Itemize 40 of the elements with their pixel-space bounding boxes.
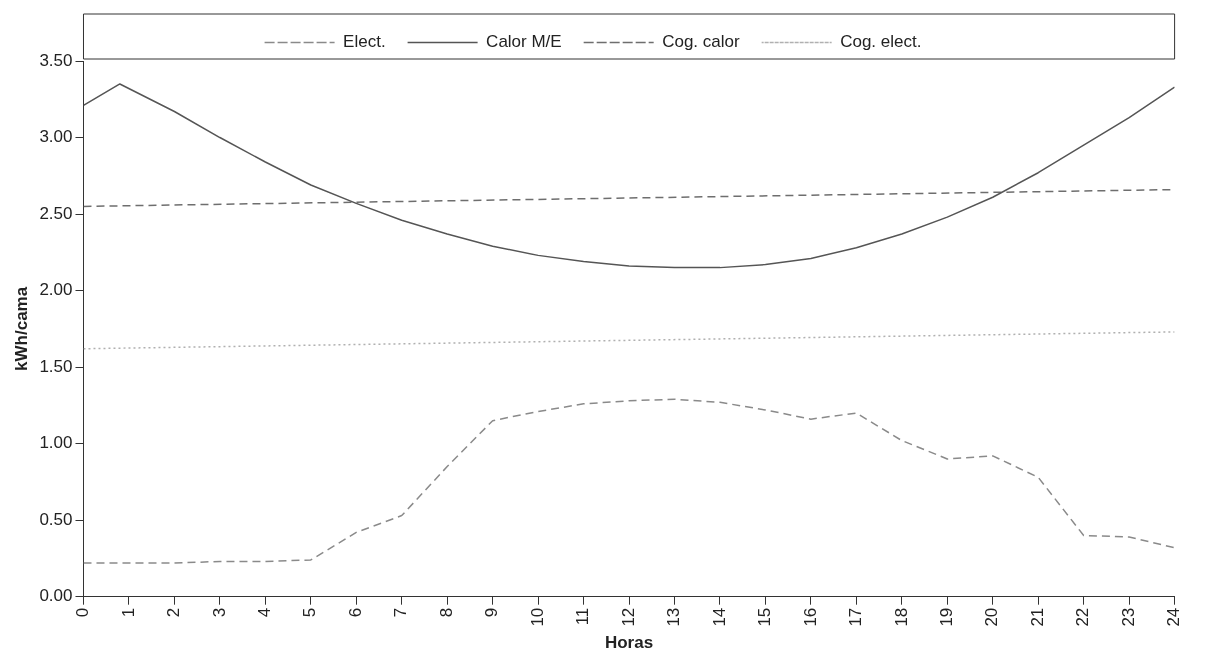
x-tick-label: 16 [800,607,820,627]
x-tick-label: 14 [709,607,729,627]
legend-label: Calor M/E [486,32,562,52]
x-tick-label: 1 [118,607,138,618]
x-tick-label: 18 [891,607,911,627]
x-tick-label: 3 [209,607,229,618]
y-tick-label: 1.50 [39,356,73,376]
x-tick-label: 12 [618,607,638,627]
y-tick-label: 2.00 [39,280,73,300]
y-tick-label: 3.50 [39,50,73,70]
x-tick-label: 9 [482,607,502,618]
y-tick-label: 3.00 [39,127,73,147]
x-tick-label: 13 [664,607,684,627]
x-tick-label: 6 [345,607,365,618]
x-tick-label: 2 [164,607,184,618]
x-tick-label: 5 [300,607,320,618]
x-tick-label: 4 [255,607,275,618]
x-tick-label: 20 [982,607,1002,627]
line-series [83,398,1175,564]
legend-label: Cog. calor [662,32,740,52]
x-tick-label: 23 [1118,607,1138,627]
y-tick-label: 0.50 [39,509,73,529]
x-tick-label: 10 [527,607,547,627]
legend-label: Cog. elect. [840,32,922,52]
y-tick-label: 2.50 [39,203,73,223]
x-tick-label: 19 [936,607,956,627]
x-tick-label: 22 [1073,607,1093,627]
x-tick-label: 7 [391,607,411,618]
x-tick-label: 11 [573,607,593,626]
x-tick-label: 17 [846,607,866,627]
x-tick-label: 0 [73,607,93,618]
legend-label: Elect. [343,32,386,52]
x-tick-label: 21 [1027,607,1047,627]
y-tick-label: 1.00 [39,433,73,453]
x-tick-label: 24 [1164,607,1184,627]
x-axis-title: Horas [604,633,654,653]
x-tick-label: 15 [755,607,775,627]
y-tick-label: 0.00 [39,586,73,606]
y-axis-title: kWh/cama [11,286,31,371]
x-tick-label: 8 [436,607,456,618]
